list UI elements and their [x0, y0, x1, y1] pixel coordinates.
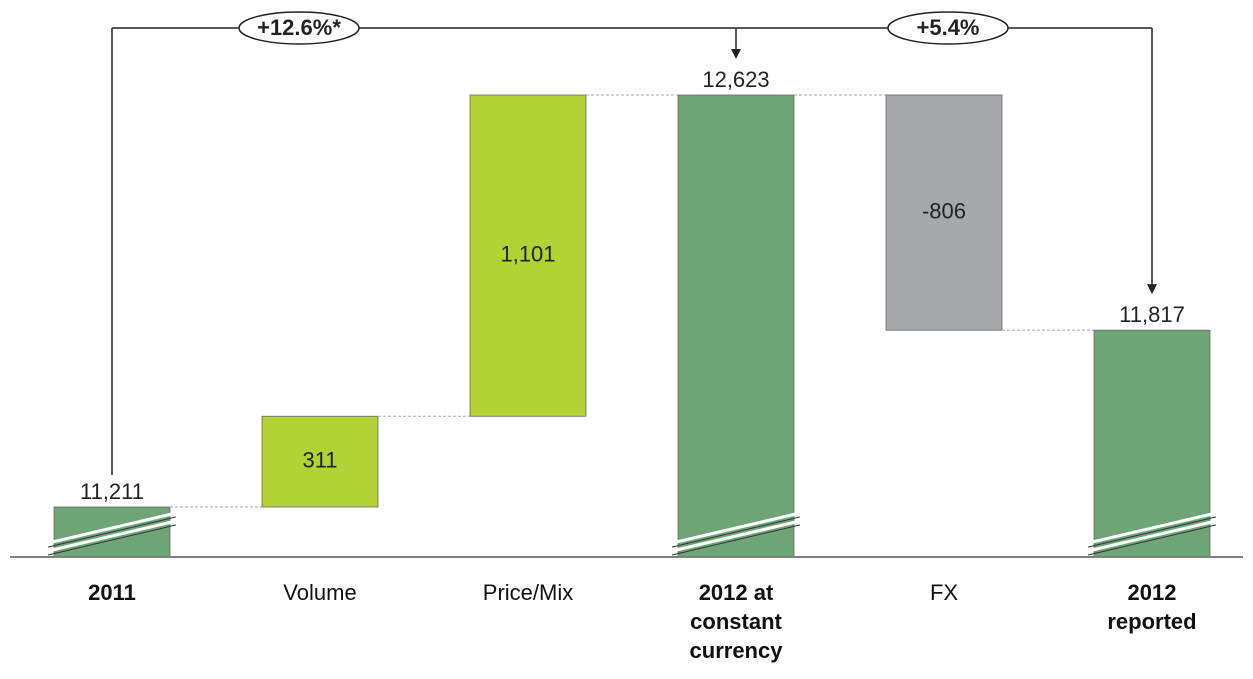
axis-break-edge [1087, 524, 1217, 556]
axis-break [1087, 511, 1217, 545]
x-tick-label: 2011 [88, 580, 136, 605]
x-tick-label: 2012 at constant currency [689, 580, 783, 663]
arrow-head [1147, 284, 1157, 295]
axis-break-edge [671, 524, 801, 556]
x-tick-label: 2012 reported [1107, 580, 1197, 634]
value-label: 1,101 [500, 241, 555, 266]
bar [469, 94, 587, 417]
axis-break [671, 519, 801, 553]
bar [885, 94, 1003, 331]
annotation: +12.6%* [257, 15, 341, 40]
x-tick-label: Volume [283, 580, 357, 605]
bar [677, 94, 795, 558]
axis-break-edge [671, 516, 801, 548]
axis-break [47, 511, 177, 545]
x-tick-label: FX [929, 580, 959, 605]
axis-break [671, 511, 801, 545]
arrow-head [731, 49, 741, 59]
bar [261, 415, 379, 508]
annotation-bubble [887, 11, 1009, 45]
annotation: +5.4% [917, 15, 980, 40]
value-label: 11,211 [80, 479, 144, 504]
value-label: -806 [922, 198, 966, 223]
axis-break-edge [47, 516, 177, 548]
axis-break-edge [1087, 516, 1217, 548]
axis-break [47, 519, 177, 553]
axis-break [1087, 519, 1217, 553]
value-label: 12,623 [702, 67, 769, 92]
value-label: 311 [302, 447, 337, 472]
annotation-bubble [238, 11, 360, 45]
x-tick-label: Price/Mix [482, 580, 574, 605]
value-label: 11,817 [1119, 302, 1185, 327]
axis-break-edge [47, 524, 177, 556]
